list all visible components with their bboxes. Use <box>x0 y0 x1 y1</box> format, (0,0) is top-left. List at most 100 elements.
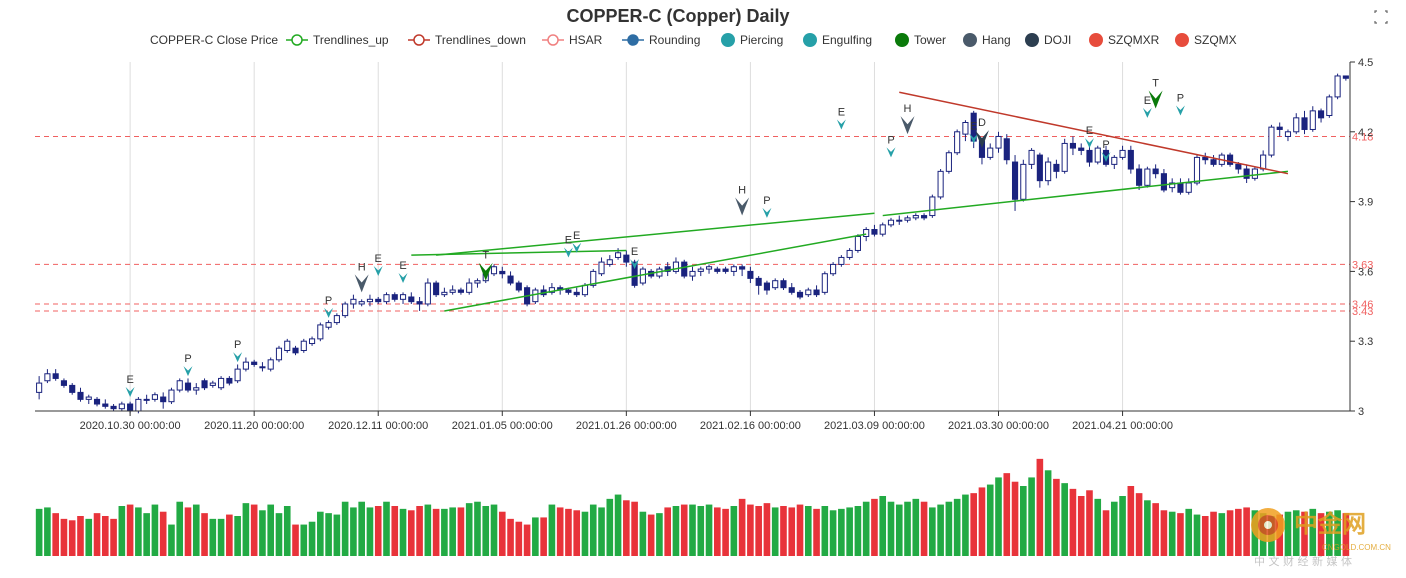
volume-bar <box>383 501 390 556</box>
volume-bar <box>598 507 605 556</box>
pattern-arrow-icon <box>1142 107 1152 118</box>
volume-bar <box>1226 510 1234 556</box>
x-tick-label: 2021.01.05 00:00:00 <box>452 420 553 432</box>
volume-bar <box>697 506 705 556</box>
pattern-mark-label: T <box>482 250 489 262</box>
candle-body <box>375 298 382 303</box>
volume-bar <box>234 516 241 556</box>
volume-bar <box>730 506 738 556</box>
candle-body <box>598 261 605 275</box>
legend-label: Hang <box>982 33 1011 47</box>
x-tick-label: 2020.10.30 00:00:00 <box>80 420 181 432</box>
watermark-brand: 中金网 <box>1294 510 1366 538</box>
legend: COPPER-C Close Price Trendlines_up Trendli… <box>150 33 1237 47</box>
pattern-mark: E <box>630 246 640 270</box>
candle-body <box>912 215 919 219</box>
candle-body <box>1020 163 1027 200</box>
volume-bar <box>589 504 597 556</box>
volume-bar <box>895 504 903 556</box>
candle-body <box>714 268 721 272</box>
pattern-mark-label: P <box>763 195 770 207</box>
volume-bar <box>275 513 283 556</box>
pattern-mark: E <box>1084 125 1094 149</box>
candle-body <box>474 280 481 284</box>
candle-body <box>466 282 473 293</box>
volume-bar <box>490 504 498 556</box>
volume-bar <box>532 517 539 556</box>
legend-symbol <box>1175 33 1189 47</box>
candle-body <box>102 403 109 407</box>
candle-body <box>921 215 928 219</box>
volume-bar <box>581 511 589 556</box>
pattern-arrow-icon <box>354 274 369 293</box>
pattern-mark: P <box>183 353 193 377</box>
volume-bar <box>523 524 531 556</box>
candle-body <box>234 368 241 382</box>
volume-bar <box>846 507 853 556</box>
candle-body <box>755 277 762 286</box>
pattern-arrow-icon <box>900 116 915 135</box>
pattern-arrow-icon <box>886 147 896 158</box>
legend-item: Rounding <box>622 33 700 47</box>
volume-bar <box>1201 516 1209 556</box>
volume-bar <box>995 477 1002 556</box>
candle-body <box>201 380 208 389</box>
candle-body <box>705 266 713 270</box>
volume-bar <box>209 518 217 556</box>
volume-bar <box>432 508 440 556</box>
volume-bar <box>664 507 671 556</box>
volume-bar <box>804 506 812 556</box>
candle-body <box>871 229 878 235</box>
candle-body <box>44 373 51 382</box>
volume-bar <box>1177 513 1184 556</box>
pattern-arrow-icon <box>969 133 979 144</box>
volume-bar <box>52 513 59 556</box>
candle-body <box>863 229 870 238</box>
volume-bar <box>35 508 43 556</box>
candle-body <box>366 298 374 303</box>
hsar-label: 3.46 <box>1352 299 1373 311</box>
y-tick-label: 4.5 <box>1358 57 1373 69</box>
pattern-mark: E <box>572 230 582 253</box>
volume-bar <box>77 516 84 556</box>
candle-body <box>333 315 340 324</box>
candle-body <box>275 347 283 361</box>
x-tick-label: 2021.01.26 00:00:00 <box>576 420 677 432</box>
volume-bar <box>871 498 878 556</box>
legend-item: Trendlines_up <box>286 33 389 47</box>
candle-body <box>1317 110 1325 119</box>
candle-body <box>1127 149 1134 170</box>
volume-bar <box>101 516 109 556</box>
candle-body <box>623 254 630 263</box>
y-tick-label: 4.2 <box>1358 127 1373 139</box>
hsar-label: 3.43 <box>1352 306 1373 318</box>
candle-body <box>846 249 853 258</box>
volume-bar <box>1044 470 1052 556</box>
volume-bar <box>374 506 382 556</box>
pattern-mark-label: H <box>904 103 912 115</box>
pattern-mark: P <box>1175 93 1185 116</box>
candle-body <box>1003 138 1010 161</box>
volume-bar <box>623 500 630 556</box>
candle-body <box>267 359 274 370</box>
volume-bars <box>35 458 1350 556</box>
toolbox-icon[interactable] <box>1374 10 1388 24</box>
candle-body <box>325 322 332 328</box>
candle-body <box>433 282 440 296</box>
legend-item: Hang <box>963 33 1011 47</box>
volume-bar <box>614 494 622 556</box>
pattern-mark-label: E <box>631 246 638 258</box>
volume-bar <box>515 521 523 556</box>
candle-body <box>573 291 580 296</box>
candle-body <box>259 366 266 369</box>
candle-body <box>342 303 349 317</box>
pattern-arrow-icon <box>974 130 989 149</box>
candle-body <box>1284 131 1292 137</box>
volume-bar <box>672 506 680 556</box>
candle-body <box>399 294 407 300</box>
candle-body <box>772 280 779 289</box>
candle-body <box>697 268 704 272</box>
candle-body <box>730 266 737 272</box>
volume-bar <box>358 501 365 556</box>
